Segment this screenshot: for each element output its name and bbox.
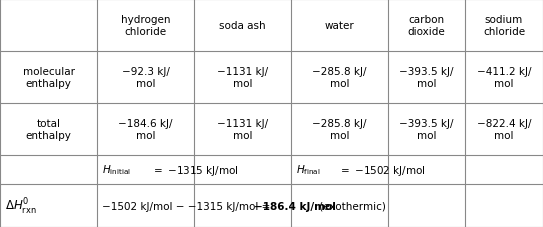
Text: −92.3 kJ/
mol: −92.3 kJ/ mol [122, 67, 169, 88]
Text: −393.5 kJ/
mol: −393.5 kJ/ mol [399, 119, 454, 140]
Text: carbon
dioxide: carbon dioxide [408, 15, 445, 37]
Text: −1502 kJ/mol − −1315 kJ/mol =: −1502 kJ/mol − −1315 kJ/mol = [102, 201, 274, 211]
Text: −411.2 kJ/
mol: −411.2 kJ/ mol [477, 67, 531, 88]
Text: −1131 kJ/
mol: −1131 kJ/ mol [217, 119, 268, 140]
Text: sodium
chloride: sodium chloride [483, 15, 525, 37]
Text: $H_\mathrm{final}$: $H_\mathrm{final}$ [296, 163, 321, 177]
Text: (exothermic): (exothermic) [316, 201, 386, 211]
Text: $=$ $-$1315 kJ/mol: $=$ $-$1315 kJ/mol [148, 163, 239, 177]
Text: total
enthalpy: total enthalpy [26, 119, 72, 140]
Text: water: water [325, 21, 355, 31]
Text: $=$ $-$1502 kJ/mol: $=$ $-$1502 kJ/mol [335, 163, 426, 177]
Text: −393.5 kJ/
mol: −393.5 kJ/ mol [399, 67, 454, 88]
Text: molecular
enthalpy: molecular enthalpy [22, 67, 74, 88]
Text: −822.4 kJ/
mol: −822.4 kJ/ mol [477, 119, 531, 140]
Text: −186.4 kJ/mol: −186.4 kJ/mol [254, 201, 336, 211]
Text: −285.8 kJ/
mol: −285.8 kJ/ mol [312, 67, 367, 88]
Text: $\Delta H^0_\mathrm{rxn}$: $\Delta H^0_\mathrm{rxn}$ [5, 196, 37, 216]
Text: soda ash: soda ash [219, 21, 266, 31]
Text: −184.6 kJ/
mol: −184.6 kJ/ mol [118, 119, 173, 140]
Text: −1131 kJ/
mol: −1131 kJ/ mol [217, 67, 268, 88]
Text: hydrogen
chloride: hydrogen chloride [121, 15, 171, 37]
Text: −285.8 kJ/
mol: −285.8 kJ/ mol [312, 119, 367, 140]
Text: $H_\mathrm{initial}$: $H_\mathrm{initial}$ [102, 163, 131, 177]
